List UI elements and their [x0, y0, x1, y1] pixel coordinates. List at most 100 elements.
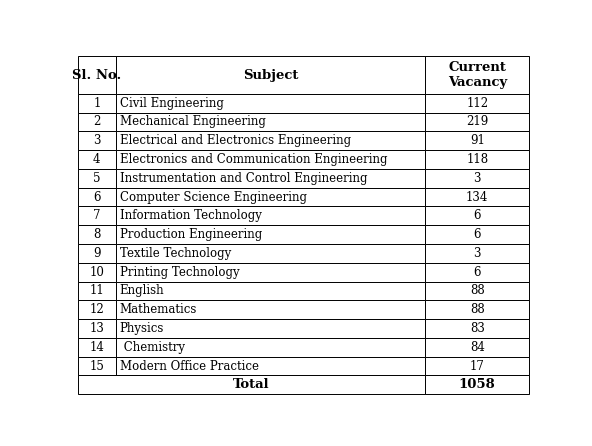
Bar	[425, 188, 529, 206]
Text: Production Engineering: Production Engineering	[120, 228, 262, 241]
Bar	[425, 225, 529, 244]
Bar	[78, 300, 116, 319]
Bar	[78, 206, 116, 225]
Bar	[78, 281, 116, 300]
Bar	[78, 338, 116, 357]
Bar	[78, 94, 116, 112]
Text: 5: 5	[93, 172, 101, 185]
Text: 88: 88	[470, 303, 485, 316]
Bar	[78, 112, 116, 132]
Bar	[116, 56, 425, 94]
Text: 13: 13	[89, 322, 104, 335]
Text: 14: 14	[89, 341, 104, 354]
Bar	[425, 56, 529, 94]
Bar	[425, 94, 529, 112]
Bar	[425, 319, 529, 338]
Bar	[425, 357, 529, 376]
Text: 3: 3	[474, 172, 481, 185]
Bar	[116, 132, 425, 150]
Text: 112: 112	[466, 97, 488, 110]
Text: English: English	[120, 285, 165, 297]
Text: 219: 219	[466, 116, 488, 128]
Bar	[116, 281, 425, 300]
Text: 134: 134	[466, 190, 488, 203]
Text: Printing Technology: Printing Technology	[120, 266, 239, 279]
Text: Electrical and Electronics Engineering: Electrical and Electronics Engineering	[120, 134, 351, 147]
Text: 7: 7	[93, 209, 101, 223]
Bar	[78, 132, 116, 150]
Text: Civil Engineering: Civil Engineering	[120, 97, 224, 110]
Bar	[425, 169, 529, 188]
Bar	[116, 150, 425, 169]
Text: Computer Science Engineering: Computer Science Engineering	[120, 190, 307, 203]
Bar	[116, 225, 425, 244]
Text: 84: 84	[470, 341, 485, 354]
Bar	[78, 150, 116, 169]
Bar	[116, 206, 425, 225]
Text: Modern Office Practice: Modern Office Practice	[120, 359, 259, 372]
Bar	[425, 300, 529, 319]
Text: 2: 2	[93, 116, 101, 128]
Text: Information Technology: Information Technology	[120, 209, 262, 223]
Text: 11: 11	[89, 285, 104, 297]
Text: 8: 8	[93, 228, 101, 241]
Text: 6: 6	[474, 266, 481, 279]
Bar	[78, 169, 116, 188]
Bar	[78, 319, 116, 338]
Text: Electronics and Communication Engineering: Electronics and Communication Engineerin…	[120, 153, 387, 166]
Bar	[116, 188, 425, 206]
Bar	[425, 376, 529, 394]
Text: Sl. No.: Sl. No.	[72, 69, 121, 82]
Bar	[425, 112, 529, 132]
Bar	[116, 169, 425, 188]
Text: 9: 9	[93, 247, 101, 260]
Text: 12: 12	[89, 303, 104, 316]
Bar	[425, 244, 529, 263]
Bar	[78, 263, 116, 281]
Bar	[116, 94, 425, 112]
Text: 10: 10	[89, 266, 104, 279]
Bar	[116, 244, 425, 263]
Bar	[116, 357, 425, 376]
Bar	[425, 338, 529, 357]
Text: Textile Technology: Textile Technology	[120, 247, 231, 260]
Bar	[116, 112, 425, 132]
Text: Current
Vacancy: Current Vacancy	[448, 61, 507, 89]
Bar	[425, 150, 529, 169]
Text: 91: 91	[470, 134, 485, 147]
Bar	[116, 338, 425, 357]
Text: 15: 15	[89, 359, 104, 372]
Text: Total: Total	[233, 378, 270, 391]
Text: 3: 3	[474, 247, 481, 260]
Text: 6: 6	[93, 190, 101, 203]
Text: 3: 3	[93, 134, 101, 147]
Text: Mathematics: Mathematics	[120, 303, 197, 316]
Bar	[425, 263, 529, 281]
Text: 118: 118	[466, 153, 488, 166]
Bar	[425, 206, 529, 225]
Bar	[78, 376, 425, 394]
Text: 1: 1	[93, 97, 101, 110]
Text: 17: 17	[470, 359, 485, 372]
Bar	[78, 188, 116, 206]
Text: Instrumentation and Control Engineering: Instrumentation and Control Engineering	[120, 172, 367, 185]
Text: Mechanical Engineering: Mechanical Engineering	[120, 116, 266, 128]
Bar	[116, 300, 425, 319]
Text: 88: 88	[470, 285, 485, 297]
Text: 1058: 1058	[459, 378, 496, 391]
Text: 6: 6	[474, 209, 481, 223]
Text: 83: 83	[470, 322, 485, 335]
Text: 6: 6	[474, 228, 481, 241]
Bar	[425, 132, 529, 150]
Bar	[116, 319, 425, 338]
Text: 4: 4	[93, 153, 101, 166]
Text: Physics: Physics	[120, 322, 164, 335]
Bar	[78, 56, 116, 94]
Text: Subject: Subject	[243, 69, 298, 82]
Bar	[78, 357, 116, 376]
Bar	[425, 281, 529, 300]
Bar	[78, 244, 116, 263]
Bar	[78, 225, 116, 244]
Text: Chemistry: Chemistry	[120, 341, 185, 354]
Bar	[116, 263, 425, 281]
